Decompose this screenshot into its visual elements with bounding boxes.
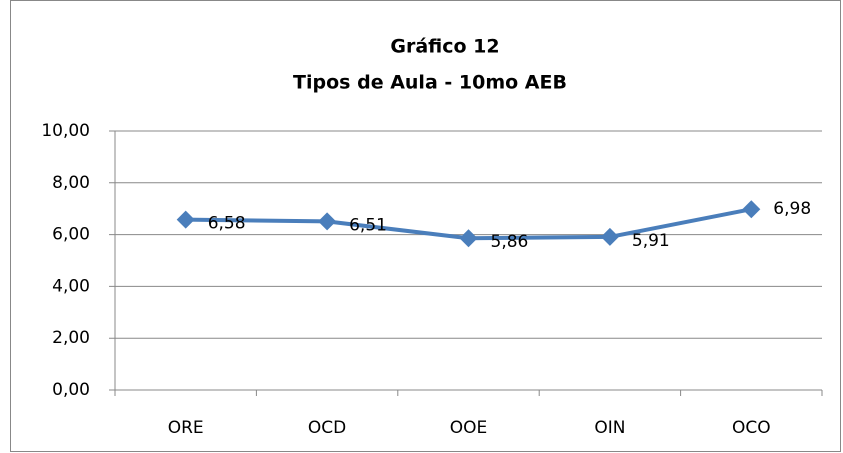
y-tick-label: 8,00 [52, 173, 90, 193]
chart-title: Gráfico 12 [390, 36, 499, 58]
chart-subtitle: Tipos de Aula - 10mo AEB [293, 72, 567, 94]
x-tick-label: ORE [168, 418, 204, 438]
data-label: 6,58 [208, 214, 246, 234]
x-tick-label: OOE [450, 418, 488, 438]
y-tick-label: 2,00 [52, 328, 90, 348]
x-tick-label: OIN [594, 418, 625, 438]
data-point [742, 200, 761, 219]
x-tick-label: OCD [308, 418, 346, 438]
y-tick-label: 6,00 [52, 225, 90, 245]
x-tick-label: OCO [732, 418, 771, 438]
data-point [318, 212, 337, 231]
data-label: 5,91 [632, 231, 670, 251]
chart-frame [10, 0, 841, 452]
data-point [459, 229, 478, 248]
y-tick-label: 4,00 [52, 276, 90, 296]
data-label: 6,51 [349, 215, 387, 235]
y-tick-label: 10,00 [41, 121, 90, 141]
data-label: 5,86 [491, 232, 529, 252]
data-point [176, 210, 195, 229]
data-point [600, 227, 619, 246]
y-tick-label: 0,00 [52, 380, 90, 400]
data-label: 6,98 [773, 199, 811, 219]
